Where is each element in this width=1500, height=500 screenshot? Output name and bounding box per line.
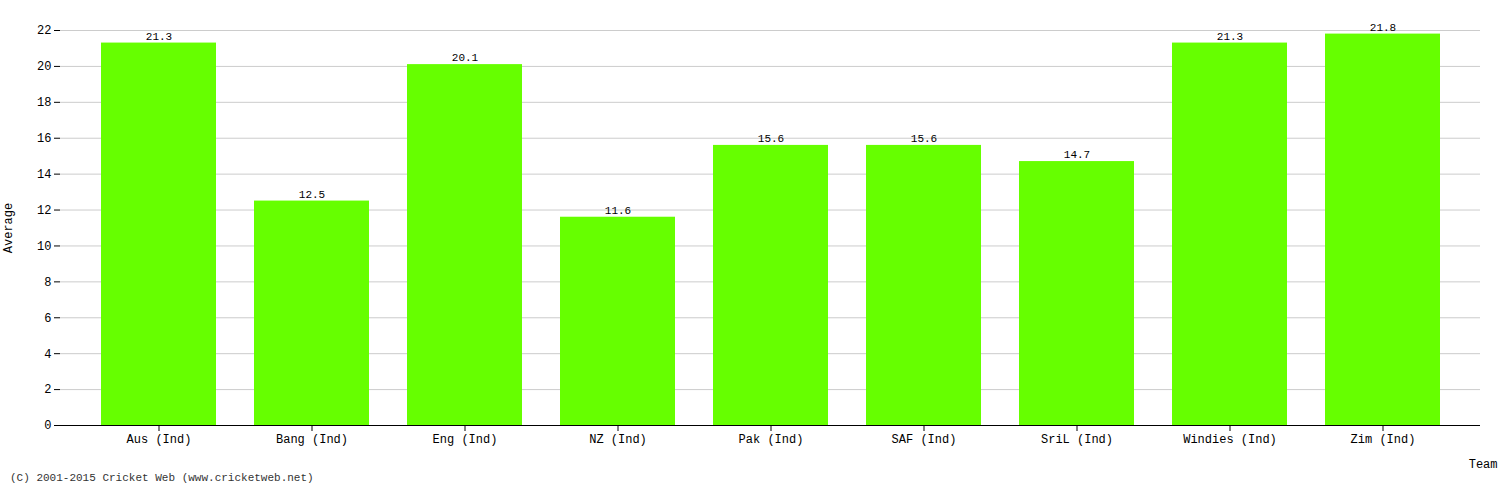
svg-text:Eng (Ind): Eng (Ind) [433, 433, 498, 447]
svg-text:11.6: 11.6 [605, 205, 631, 217]
svg-text:21.8: 21.8 [1370, 22, 1396, 34]
svg-text:NZ (Ind): NZ (Ind) [589, 433, 647, 447]
svg-text:14: 14 [37, 168, 51, 182]
svg-text:22: 22 [37, 24, 51, 38]
svg-text:SriL (Ind): SriL (Ind) [1041, 433, 1113, 447]
svg-text:15.6: 15.6 [758, 133, 784, 145]
svg-text:8: 8 [44, 276, 51, 290]
svg-text:Zim (Ind): Zim (Ind) [1351, 433, 1416, 447]
svg-text:Pak (Ind): Pak (Ind) [739, 433, 804, 447]
svg-text:14.7: 14.7 [1064, 149, 1090, 161]
svg-text:12: 12 [37, 204, 51, 218]
svg-text:10: 10 [37, 240, 51, 254]
svg-text:Bang (Ind): Bang (Ind) [276, 433, 348, 447]
svg-text:21.3: 21.3 [1217, 31, 1243, 43]
svg-text:SAF (Ind): SAF (Ind) [892, 433, 957, 447]
svg-text:Team: Team [1469, 458, 1498, 471]
svg-text:Windies (Ind): Windies (Ind) [1183, 433, 1277, 447]
svg-text:2: 2 [44, 383, 51, 397]
svg-text:6: 6 [44, 312, 51, 326]
svg-text:Average: Average [2, 203, 16, 253]
svg-text:18: 18 [37, 96, 51, 110]
svg-text:21.3: 21.3 [146, 31, 172, 43]
svg-text:12.5: 12.5 [299, 189, 325, 201]
html-text:(C) 2001-2015 Cricket Web (www: (C) 2001-2015 Cricket Web (www.cricketwe… [10, 472, 314, 484]
svg-text:20.1: 20.1 [452, 52, 479, 64]
svg-text:20: 20 [37, 60, 51, 74]
svg-text:Aus (Ind): Aus (Ind) [127, 433, 192, 447]
svg-text:16: 16 [37, 132, 51, 146]
svg-text:15.6: 15.6 [911, 133, 937, 145]
svg-text:0: 0 [44, 419, 51, 433]
svg-text:4: 4 [44, 348, 51, 362]
